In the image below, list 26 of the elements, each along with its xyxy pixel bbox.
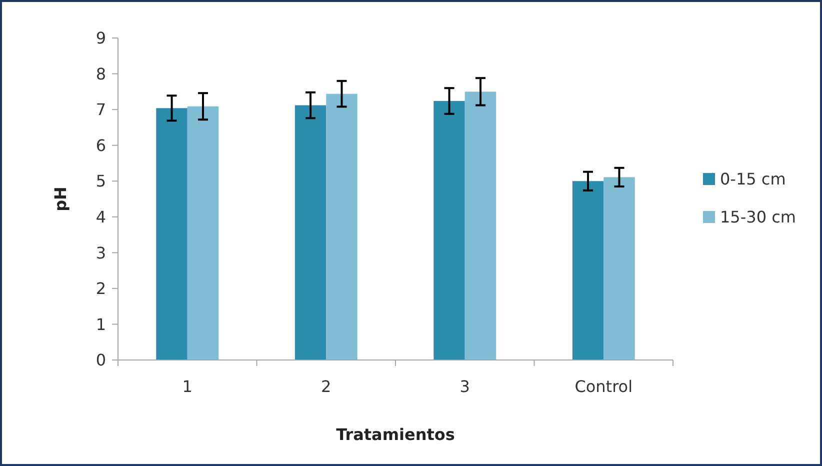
y-tick-label: 6 xyxy=(96,136,106,155)
bar xyxy=(326,94,358,360)
x-axis-title: Tratamientos xyxy=(336,425,455,444)
x-tick-label: 3 xyxy=(460,377,470,396)
y-tick-label: 8 xyxy=(96,64,106,84)
y-axis-title: pH xyxy=(51,186,70,212)
y-tick-label: 3 xyxy=(96,243,106,262)
y-tick-label: 0 xyxy=(96,350,106,370)
bar xyxy=(572,181,604,360)
bar xyxy=(434,100,465,360)
bar xyxy=(156,108,188,360)
x-tick-label: Control xyxy=(574,377,633,396)
bar xyxy=(294,105,326,360)
y-tick-label: 5 xyxy=(96,172,106,191)
y-tick-label: 1 xyxy=(96,314,106,334)
legend-label: 0-15 cm xyxy=(720,170,786,189)
x-tick-label: 2 xyxy=(321,377,332,396)
bar xyxy=(464,92,496,360)
bar xyxy=(604,177,635,360)
y-tick-label: 2 xyxy=(96,279,106,298)
legend-label: 15-30 cm xyxy=(720,208,796,227)
x-tick-label: 1 xyxy=(182,377,192,396)
y-tick-label: 9 xyxy=(96,28,106,48)
y-tick-label: 7 xyxy=(96,100,106,120)
bar xyxy=(187,106,219,360)
y-tick-label: 4 xyxy=(96,207,106,226)
